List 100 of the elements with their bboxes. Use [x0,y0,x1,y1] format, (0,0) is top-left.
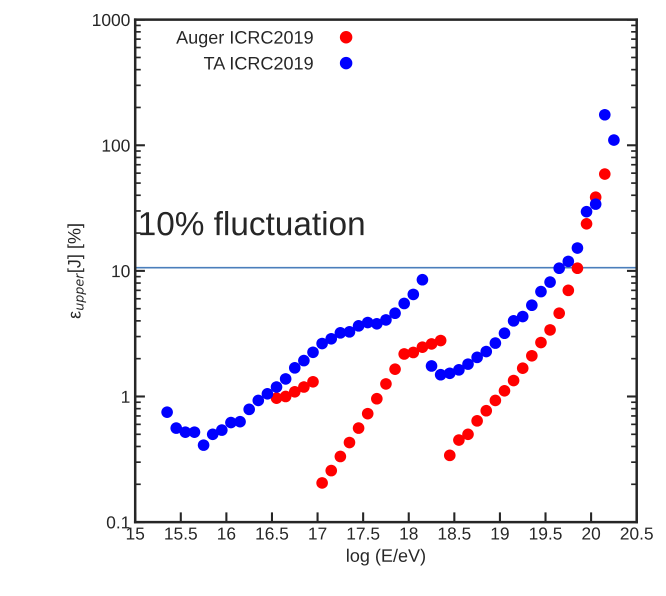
point [380,314,392,326]
point [462,428,474,440]
point [508,315,520,327]
point [553,307,565,320]
point [170,422,182,434]
y-tick-label: 10 [112,265,130,278]
point [453,434,465,446]
x-tick-label: 15 [126,528,144,540]
point [280,373,292,385]
point [316,338,328,350]
point [608,134,620,146]
point [444,450,456,462]
point [307,346,319,358]
point [490,337,502,349]
point [389,307,401,320]
y-axis-title: ε$_{upper}$[J] [%] [67,224,86,318]
point [508,374,520,386]
point [526,299,538,312]
point [344,436,356,448]
point [562,284,574,296]
x-tick-label: 16.5 [256,527,288,540]
point [243,404,255,416]
point [262,388,274,400]
point [516,310,529,322]
y-tick-label: 100 [102,139,130,152]
point [234,416,246,428]
point [407,346,420,358]
x-tick-label: 20.5 [620,527,653,540]
point [516,362,529,374]
point [572,242,584,254]
point [471,352,483,364]
point [580,218,592,230]
x-tick-label: 19.5 [530,527,562,540]
point [344,326,356,338]
y-tick-label: 0.1 [106,516,130,529]
point [598,108,611,121]
point [572,262,584,274]
x-tick-label: 18 [400,527,418,540]
point [598,168,611,180]
point [453,364,465,376]
y-tick-label: 1 [122,390,130,403]
point [371,318,383,330]
point [288,386,301,398]
point [498,327,510,340]
point [434,334,446,346]
point [407,288,420,300]
point [298,354,310,366]
point [380,378,392,390]
point [389,363,401,375]
point [307,376,319,388]
point [544,324,556,336]
point [352,320,364,332]
point [161,406,173,418]
point [490,394,502,406]
point [426,360,438,372]
point [398,298,410,310]
x-tick-label: 20 [582,527,600,540]
point [498,384,510,397]
point [480,404,492,417]
point [462,358,474,370]
point [416,341,428,353]
ref-line-label: 10% fluctuation [140,210,364,236]
point [325,332,338,345]
point [371,392,383,405]
x-tick-label: 18.5 [438,527,470,540]
point [535,286,547,298]
x-tick-label: 17.5 [348,528,380,540]
point [362,408,374,420]
point [298,381,310,393]
point [426,338,438,350]
point [198,439,210,451]
point [544,276,556,288]
legend-label: TA ICRC2019 [204,56,313,70]
x-tick-label: 16 [218,527,236,540]
x-tick-label: 15.5 [165,528,197,540]
point [590,198,602,210]
point [580,206,592,218]
point [526,350,538,362]
point [252,394,264,406]
legend-label: Auger ICRC2019 [176,30,313,48]
point [471,415,483,427]
point [280,390,292,402]
point [416,274,428,286]
point [553,262,565,274]
point [325,464,338,476]
point [206,428,219,440]
x-tick-label: 19 [492,527,509,540]
point [288,362,301,374]
point [216,424,228,436]
point [352,422,364,434]
point [444,367,456,380]
point [562,256,574,268]
point [535,336,547,348]
x-tick-label: 17 [309,528,326,540]
point [480,346,492,358]
y-tick-label: 1000 [93,14,130,26]
point [334,450,346,462]
point [270,381,282,393]
point [316,477,328,489]
x-axis-title: log (E/eV) [347,548,425,566]
